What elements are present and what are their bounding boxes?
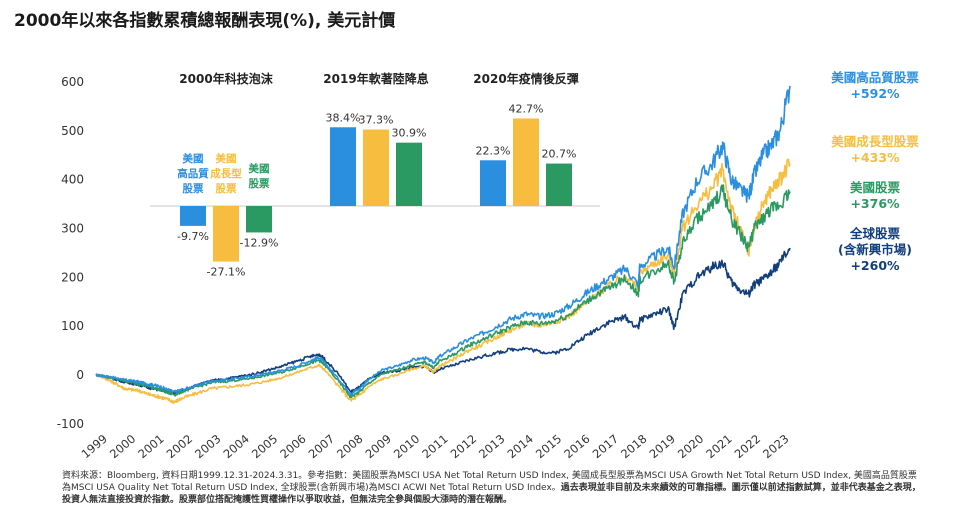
bar-group-title: 2020年疫情後反彈 [473,71,578,86]
series-line-0 [95,85,791,396]
bar-series-label: 成長型 [210,167,242,180]
y-tick-label: 600 [61,75,84,89]
bar-value-label: 22.3% [476,144,511,157]
bar-value-label: 37.3% [359,114,394,127]
y-tick-label: 200 [61,270,84,284]
bar-group-title: 2019年軟著陸降息 [323,71,428,86]
legend-quality: 美國高品質股票 +592% [790,70,960,102]
legend-global-pct: +260% [850,258,900,273]
bar-group-title: 2000年科技泡沫 [179,71,273,86]
y-tick-label: 100 [61,319,84,333]
legend-quality-pct: +592% [850,86,900,101]
page-title: 2000年以來各指數累積總報酬表現(%), 美元計價 [14,11,396,31]
bar-value-label: -27.1% [207,266,246,279]
line-series [95,85,791,405]
x-tick-label: 2007 [306,432,337,462]
bar-series-label: 美國 [249,162,270,175]
x-tick-label: 2013 [476,432,507,462]
footnote: 資料來源：Bloomberg, 資料日期1999.12.31-2024.3.31… [62,470,922,506]
legend-global: 全球股票 (含新興市場) +260% [790,226,960,274]
footnote-source: 資料來源：Bloomberg, 資料日期1999.12.31-2024.3.31… [62,471,917,493]
x-tick-label: 2022 [732,432,763,462]
x-tick-label: 2012 [448,432,479,462]
bar-value-label: 42.7% [509,102,544,115]
x-tick-label: 2023 [760,432,791,462]
y-tick-label: 0 [76,368,84,382]
bar-value-label: -9.7% [177,230,209,243]
legend-quality-name: 美國高品質股票 [831,70,919,85]
legend-us: 美國股票 +376% [790,180,960,212]
bar-value-label: 30.9% [392,127,427,140]
bar [513,118,539,206]
y-tick-label: 400 [61,173,84,187]
bar [180,206,206,226]
legend-growth-name: 美國成長型股票 [831,134,919,149]
bar-series-label: 高品質 [177,167,209,180]
series-line-2 [95,184,791,399]
x-tick-label: 1999 [78,432,109,462]
bar-value-label: 38.4% [326,111,361,124]
y-axis: 600 500 400 300 200 100 0 -100 [57,75,84,431]
bar-series-label: 股票 [183,183,204,195]
bar [396,142,422,206]
x-tick-label: 2019 [646,432,677,462]
x-axis: 1999200020012002200320042005200620072008… [78,432,791,462]
legend-global-name-1: 全球股票 [849,226,900,241]
x-tick-label: 2008 [334,432,365,462]
x-tick-label: 2011 [419,432,450,462]
bar [213,206,239,262]
x-tick-label: 2000 [107,432,138,462]
bar [546,163,572,206]
x-tick-label: 2020 [675,432,706,462]
x-tick-label: 2010 [391,432,422,462]
series-line-1 [95,158,791,405]
y-tick-label: 500 [61,124,84,138]
legend-us-name: 美國股票 [849,180,900,195]
x-tick-label: 2021 [703,432,734,462]
bar-series-label: 股票 [216,183,237,195]
x-tick-label: 2017 [590,432,621,462]
bar [363,129,389,206]
bar [330,127,356,206]
x-tick-label: 2001 [135,432,166,462]
y-tick-label: -100 [57,417,84,431]
x-tick-label: 2015 [533,432,564,462]
inset-bar-chart: 2000年科技泡沫 -9.7% -27.1% -12.9% 2019年軟著陸降息 38.4… [150,71,600,279]
legend-growth-pct: +433% [850,150,900,165]
legend-us-pct: +376% [850,196,900,211]
legend-growth: 美國成長型股票 +433% [790,134,960,166]
bar-value-label: -12.9% [240,236,279,249]
bar-series-label: 美國 [183,152,204,165]
legend-global-name-2: (含新興市場) [838,242,912,257]
x-tick-label: 2004 [220,432,251,462]
x-tick-label: 2018 [618,432,649,462]
x-tick-label: 2006 [277,432,308,462]
x-tick-label: 2014 [504,432,535,462]
x-tick-label: 2016 [561,432,592,462]
cumulative-return-chart: 600 500 400 300 200 100 0 -100 1999200020012002… [57,71,792,462]
y-tick-label: 300 [61,222,84,236]
bar [480,160,506,206]
x-tick-label: 2003 [192,432,223,462]
bar-series-label: 股票 [249,178,270,190]
bar-value-label: 20.7% [542,148,577,161]
series-line-3 [95,247,791,396]
footnote-disclaimer: 過去表現並非目前及未來績效的可靠指標。圖示僅以前述指數試算，並非代表基金之表現，… [62,483,921,505]
x-tick-label: 2009 [362,432,393,462]
x-tick-label: 2005 [249,432,280,462]
x-tick-label: 2002 [164,432,195,462]
bar-series-label: 美國 [216,152,237,165]
bar [246,206,272,233]
